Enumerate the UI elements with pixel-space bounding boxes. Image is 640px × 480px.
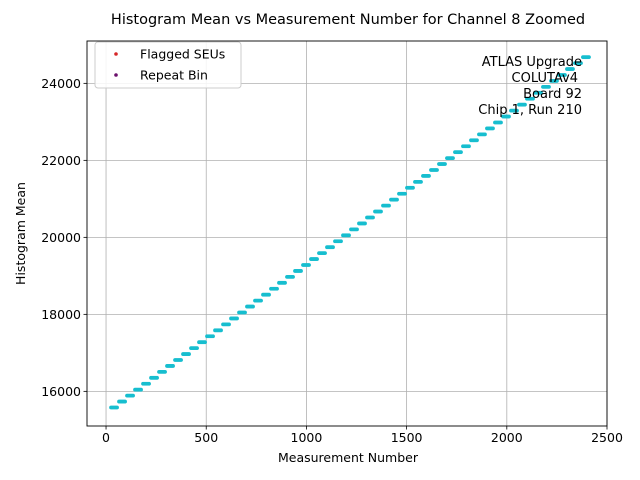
data-point (291, 274, 295, 279)
annotation-line-experiment: ATLAS Upgrade (482, 55, 582, 70)
data-point (387, 203, 391, 208)
data-point (131, 393, 135, 398)
data-point (283, 280, 287, 285)
data-point (123, 399, 127, 404)
data-point (139, 387, 143, 392)
data-point (307, 263, 311, 267)
data-point (147, 381, 151, 386)
legend-label-flagged-seus: Flagged SEUs (140, 47, 225, 62)
data-point (171, 364, 175, 368)
data-point (195, 346, 199, 351)
x-tick-label: 2500 (591, 430, 623, 445)
annotation-block: ATLAS Upgrade COLUTAv4 Board 92 Chip 1, … (478, 55, 582, 118)
data-point (475, 138, 479, 143)
data-point (427, 174, 431, 178)
x-tick-label: 1500 (391, 430, 423, 445)
x-tick-label: 2000 (491, 430, 523, 445)
data-point (219, 328, 223, 333)
legend-marker-repeat-bin (114, 73, 118, 77)
y-tick-label: 18000 (41, 307, 81, 322)
x-axis-title: Measurement Number (278, 450, 419, 465)
data-point (323, 251, 327, 256)
data-point (483, 132, 487, 137)
data-point (491, 126, 495, 131)
plot-frame (86, 40, 608, 427)
data-point (435, 168, 439, 172)
data-point (443, 162, 447, 166)
data-point (515, 108, 519, 113)
data-point (203, 340, 207, 345)
x-tick-label: 1000 (291, 430, 323, 445)
data-point (187, 352, 191, 356)
data-point (467, 144, 471, 149)
grid (87, 41, 608, 426)
data-point (587, 55, 591, 60)
data-point (155, 375, 159, 380)
data-point (403, 191, 407, 196)
x-tick-label: 0 (102, 430, 110, 445)
data-point (211, 334, 215, 339)
data-point (267, 292, 271, 297)
data-point (115, 405, 119, 410)
data-point (259, 298, 263, 303)
data-point (459, 150, 463, 155)
data-point (331, 245, 335, 250)
data-point (539, 90, 543, 95)
data-point (555, 79, 559, 83)
data-point (499, 120, 503, 125)
legend: Flagged SEUs Repeat Bin (94, 41, 242, 89)
legend-marker-flagged-seus (114, 52, 118, 56)
data-point (379, 209, 383, 214)
data-points (109, 55, 591, 410)
x-axis-ticks: 0 500 1000 1500 2000 2500 (102, 426, 623, 445)
data-point (419, 179, 423, 184)
legend-box (94, 41, 242, 89)
data-point (243, 310, 247, 315)
data-point (531, 96, 535, 101)
data-point (299, 269, 303, 273)
data-point (579, 61, 583, 66)
data-point (523, 102, 527, 107)
y-axis-title: Histogram Mean (13, 182, 28, 285)
data-point (395, 197, 399, 202)
y-tick-label: 20000 (41, 230, 81, 245)
annotation-line-chip-version: COLUTAv4 (512, 71, 578, 86)
data-point (179, 358, 183, 362)
data-point (355, 227, 359, 232)
data-point (315, 257, 319, 261)
data-point (451, 156, 455, 161)
chart-title: Histogram Mean vs Measurement Number for… (111, 12, 585, 28)
data-point (571, 67, 575, 71)
annotation-line-run: Chip 1, Run 210 (478, 103, 582, 118)
data-point (547, 84, 551, 89)
y-tick-label: 24000 (41, 76, 81, 91)
y-tick-label: 16000 (41, 384, 81, 399)
y-tick-label: 22000 (41, 153, 81, 168)
x-tick-label: 500 (194, 430, 218, 445)
data-point (163, 369, 167, 374)
data-point (371, 215, 375, 220)
data-point (563, 73, 567, 77)
annotation-line-board: Board 92 (523, 87, 582, 102)
data-point (227, 322, 231, 327)
data-point (507, 114, 511, 119)
data-point (275, 286, 279, 291)
data-point (235, 316, 239, 321)
data-point (411, 185, 415, 190)
legend-label-repeat-bin: Repeat Bin (140, 68, 208, 83)
y-axis-ticks: 16000 18000 20000 22000 24000 (41, 76, 87, 399)
data-point (363, 221, 367, 226)
data-point (347, 233, 351, 238)
data-point (339, 239, 343, 244)
data-point (251, 304, 255, 309)
